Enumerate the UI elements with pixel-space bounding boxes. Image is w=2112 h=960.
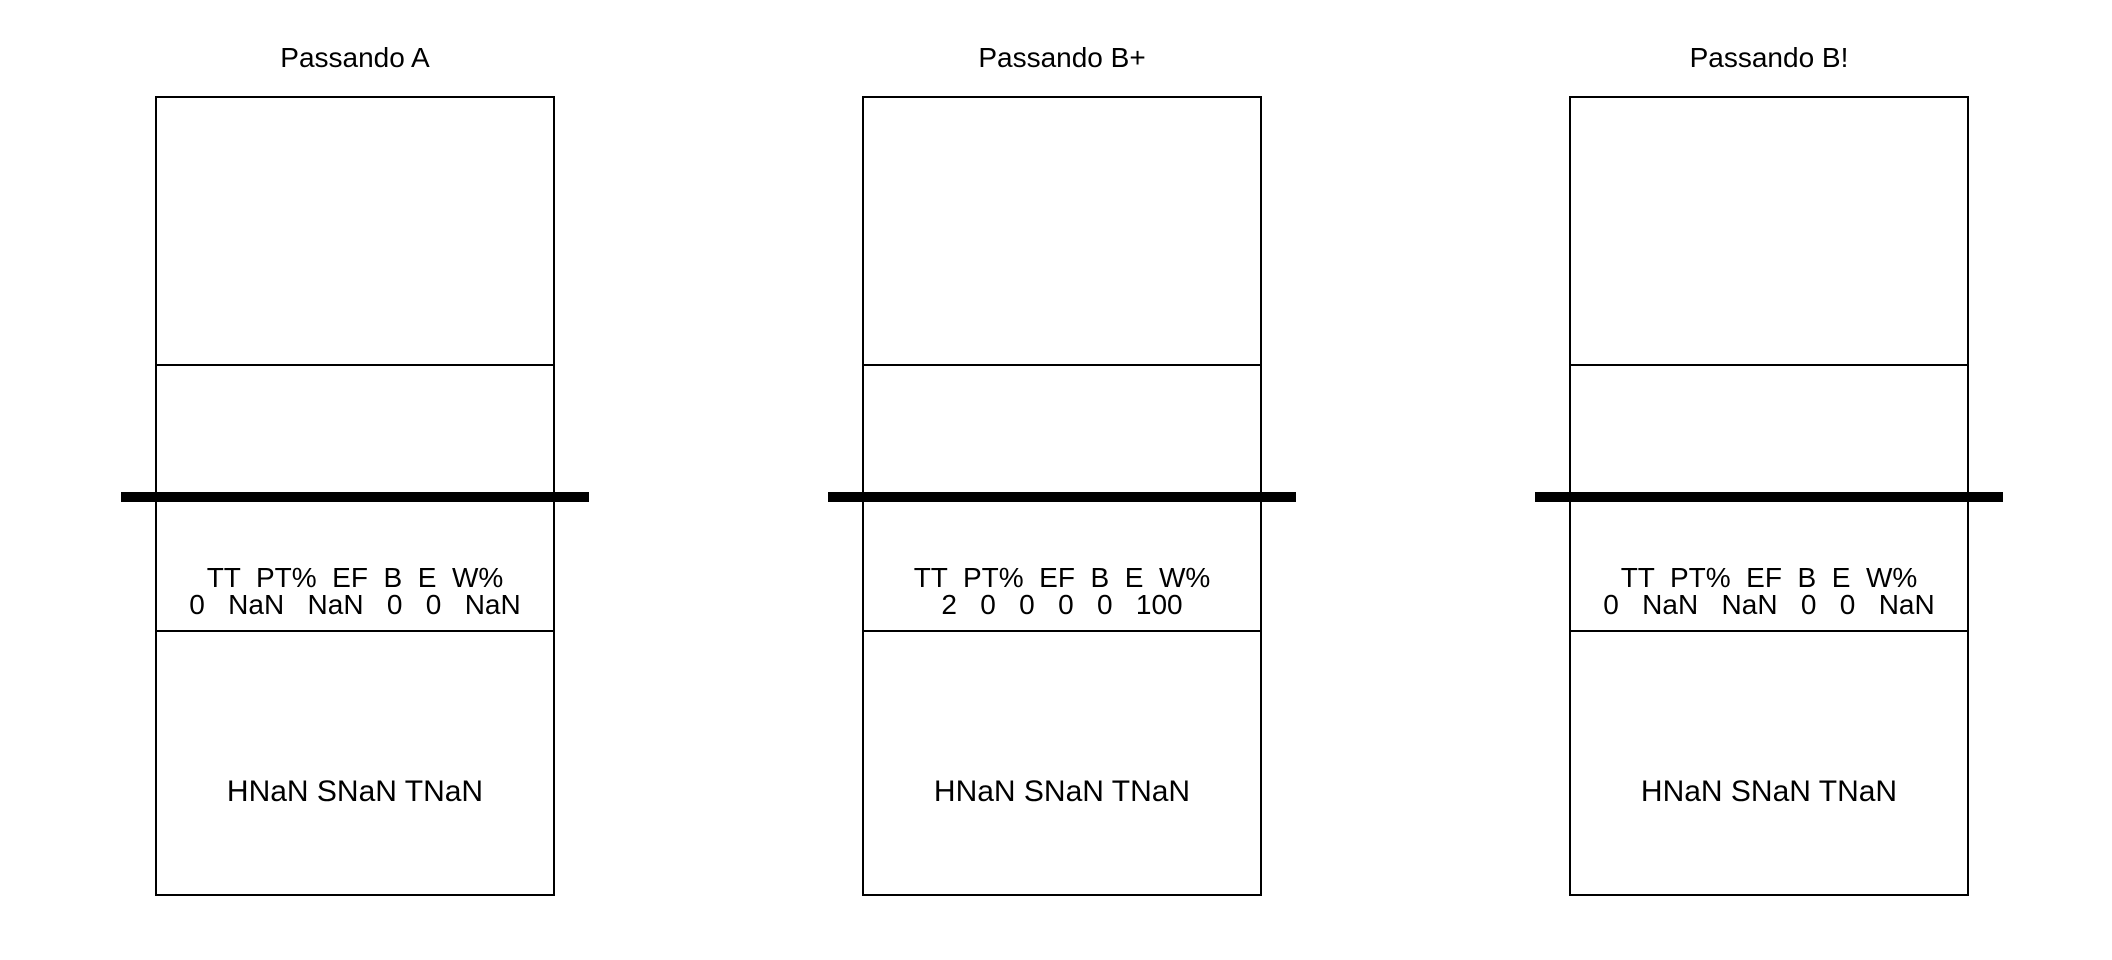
net-line	[828, 492, 1296, 502]
attack-line-bottom	[1571, 630, 1967, 632]
court-panel-passando-b-excl: Passando B! TT PT% EF B E W% 0 NaN NaN 0…	[1529, 0, 2009, 960]
stats-header: TT PT% EF B E W%	[1620, 562, 1918, 593]
stats-values: 0 NaN NaN 0 0 NaN	[189, 589, 521, 620]
net-line	[1535, 492, 2003, 502]
attack-line-top	[157, 364, 553, 366]
attack-line-top	[864, 364, 1260, 366]
efficiency-label: HNaN SNaN TNaN	[933, 775, 1191, 808]
panel-title: Passando A	[280, 42, 430, 73]
attack-line-bottom	[864, 630, 1260, 632]
panel-title: Passando B!	[1689, 42, 1849, 73]
stats-header: TT PT% EF B E W%	[913, 562, 1211, 593]
net-line	[121, 492, 589, 502]
efficiency-label: HNaN SNaN TNaN	[1640, 775, 1898, 808]
efficiency-label: HNaN SNaN TNaN	[226, 775, 484, 808]
stats-header: TT PT% EF B E W%	[206, 562, 504, 593]
attack-line-top	[1571, 364, 1967, 366]
stats-values: 0 NaN NaN 0 0 NaN	[1603, 589, 1935, 620]
panel-title: Passando B+	[978, 42, 1146, 73]
court-panel-passando-b-plus: Passando B+ TT PT% EF B E W% 2 0 0 0 0 1…	[822, 0, 1302, 960]
attack-line-bottom	[157, 630, 553, 632]
stats-values: 2 0 0 0 0 100	[941, 589, 1183, 620]
court-panel-passando-a: Passando A TT PT% EF B E W% 0 NaN NaN 0 …	[115, 0, 595, 960]
